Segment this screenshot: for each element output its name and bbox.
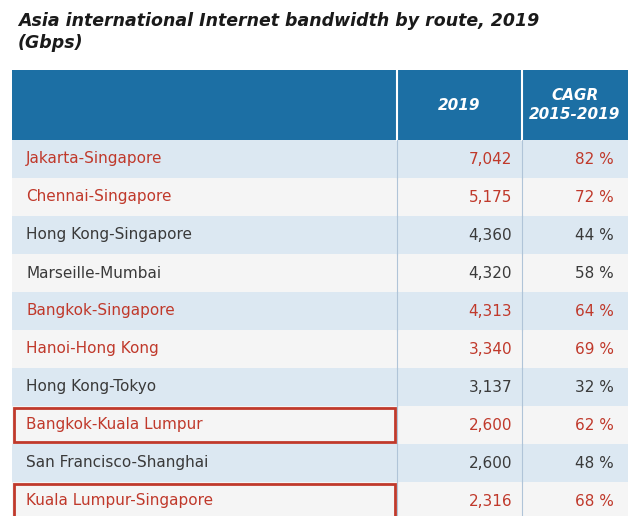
Text: 62 %: 62 % [575, 417, 614, 432]
Text: Hanoi-Hong Kong: Hanoi-Hong Kong [26, 342, 159, 357]
Text: Marseille-Mumbai: Marseille-Mumbai [26, 266, 161, 281]
Text: 69 %: 69 % [575, 342, 614, 357]
Bar [12, 330, 628, 368]
Text: 4,313: 4,313 [468, 303, 512, 318]
Text: San Francisco-Shanghai: San Francisco-Shanghai [26, 456, 209, 471]
Text: 82 %: 82 % [575, 152, 614, 167]
Text: 7,042: 7,042 [468, 152, 512, 167]
Text: 48 %: 48 % [575, 456, 614, 471]
Text: Jakarta-Singapore: Jakarta-Singapore [26, 152, 163, 167]
Text: CAGR
2015-2019: CAGR 2015-2019 [529, 88, 621, 122]
Bar [12, 140, 628, 178]
Text: 44 %: 44 % [575, 228, 614, 243]
Text: Hong Kong-Tokyo: Hong Kong-Tokyo [26, 379, 156, 395]
Bar [12, 254, 628, 292]
Text: Bangkok-Singapore: Bangkok-Singapore [26, 303, 175, 318]
Text: 3,137: 3,137 [468, 379, 512, 395]
Bar [12, 70, 628, 140]
Text: 64 %: 64 % [575, 303, 614, 318]
Text: 58 %: 58 % [575, 266, 614, 281]
Bar [12, 178, 628, 216]
Bar [14, 484, 395, 516]
Bar [12, 406, 628, 444]
Bar [12, 216, 628, 254]
Bar [14, 408, 395, 442]
Text: 2,600: 2,600 [468, 456, 512, 471]
Text: 2,600: 2,600 [468, 417, 512, 432]
Text: 72 %: 72 % [575, 189, 614, 204]
Text: 68 %: 68 % [575, 493, 614, 508]
Bar [12, 368, 628, 406]
Text: Kuala Lumpur-Singapore: Kuala Lumpur-Singapore [26, 493, 213, 508]
Text: Hong Kong-Singapore: Hong Kong-Singapore [26, 228, 192, 243]
Text: Asia international Internet bandwidth by route, 2019: Asia international Internet bandwidth by… [18, 12, 540, 30]
Bar [12, 444, 628, 482]
Text: 5,175: 5,175 [468, 189, 512, 204]
Text: 3,340: 3,340 [468, 342, 512, 357]
Text: (Gbps): (Gbps) [18, 34, 84, 52]
Text: Chennai-Singapore: Chennai-Singapore [26, 189, 172, 204]
Text: Bangkok-Kuala Lumpur: Bangkok-Kuala Lumpur [26, 417, 203, 432]
Bar [12, 292, 628, 330]
Text: 4,360: 4,360 [468, 228, 512, 243]
Text: 4,320: 4,320 [468, 266, 512, 281]
Text: 2019: 2019 [438, 98, 481, 112]
Text: 32 %: 32 % [575, 379, 614, 395]
Text: 2,316: 2,316 [468, 493, 512, 508]
Bar [12, 482, 628, 516]
